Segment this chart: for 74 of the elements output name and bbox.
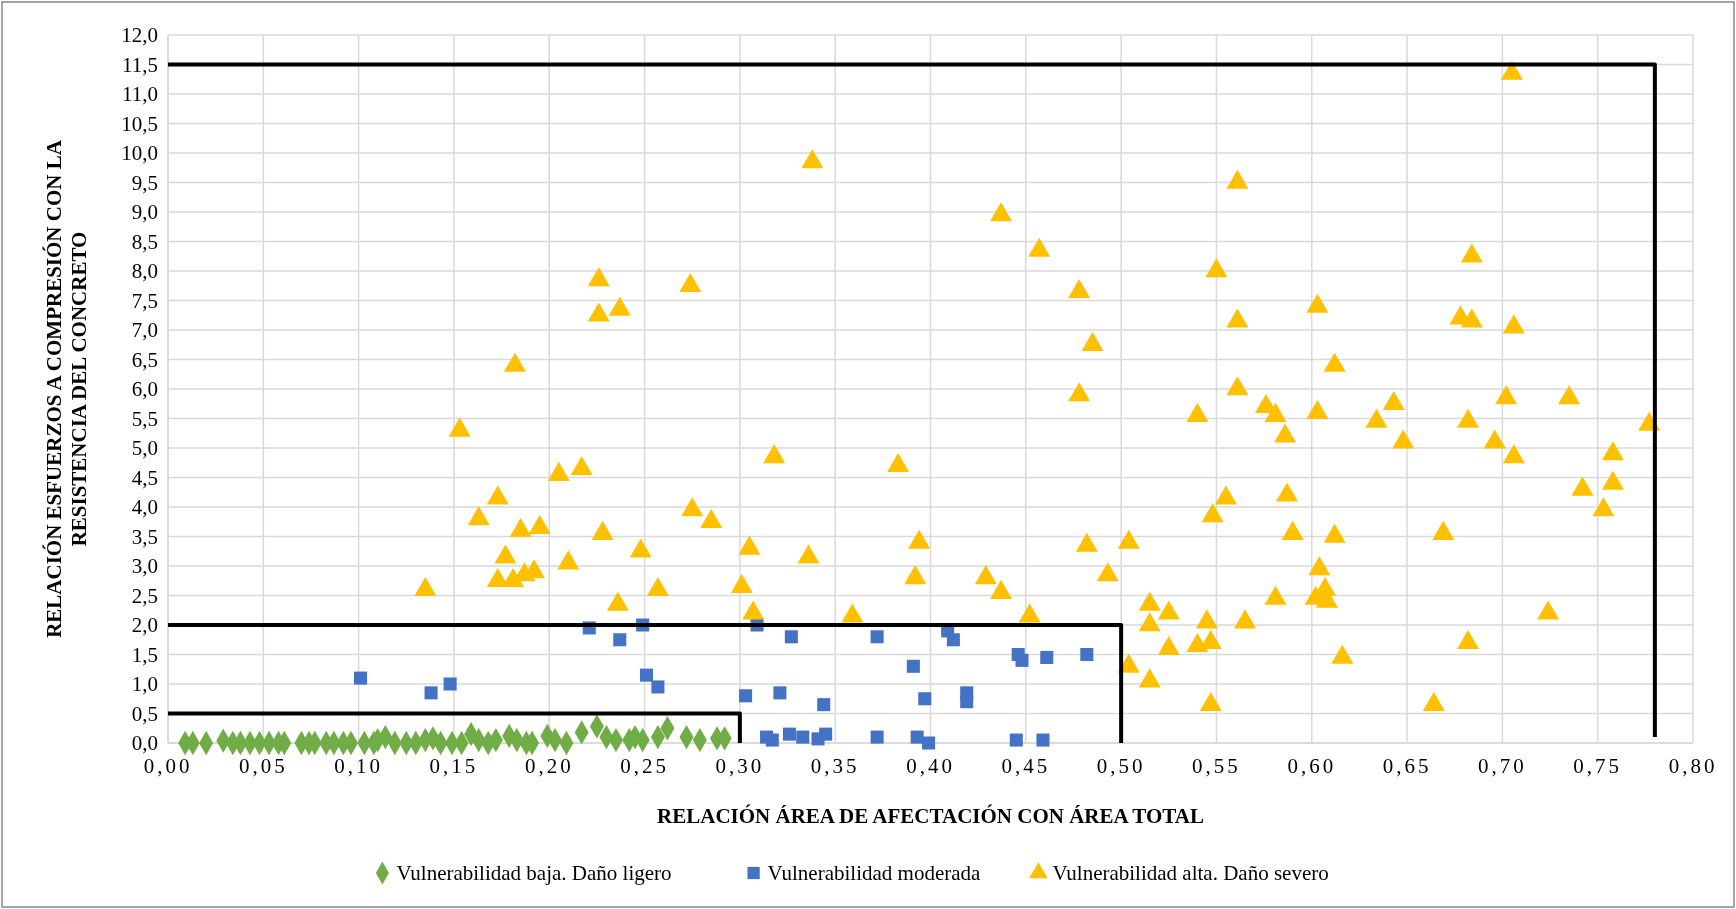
- point: [922, 736, 936, 750]
- x-tick-label: 0,45: [1001, 754, 1051, 778]
- point: [870, 730, 884, 744]
- y-tick-label: 8,5: [131, 229, 158, 254]
- y-tick-label: 4,0: [131, 495, 158, 520]
- x-tick-label: 0,15: [429, 754, 479, 778]
- y-tick-label: 5,5: [131, 406, 158, 431]
- x-tick-label: 0,40: [906, 754, 955, 778]
- x-tick-label: 0,65: [1382, 754, 1432, 778]
- x-tick-label: 0,70: [1478, 754, 1527, 778]
- point: [796, 730, 810, 744]
- point: [784, 630, 798, 644]
- y-tick-label: 10,0: [121, 141, 158, 166]
- point: [1080, 647, 1094, 662]
- y-tick-label: 4,5: [131, 465, 158, 490]
- point: [960, 695, 974, 709]
- x-tick-label: 0,05: [238, 754, 288, 778]
- y-tick-label: 7,5: [131, 288, 158, 313]
- point: [443, 677, 457, 691]
- y-tick-label: 11,0: [122, 82, 158, 107]
- point: [613, 633, 627, 647]
- legend-label: Vulnerabilidad baja. Daño ligero: [396, 861, 672, 886]
- x-tick-label: 0,30: [715, 754, 765, 778]
- y-tick-label: 6,5: [131, 347, 158, 372]
- point: [817, 698, 831, 712]
- point: [1009, 733, 1023, 747]
- legend-label: Vulnerabilidad moderada: [767, 861, 982, 886]
- y-tick-label: 3,0: [131, 554, 158, 579]
- point: [651, 680, 665, 694]
- point: [354, 671, 368, 685]
- point: [946, 633, 960, 647]
- x-tick-label: 0,55: [1192, 754, 1241, 778]
- point: [765, 733, 779, 747]
- point: [906, 659, 920, 673]
- point: [819, 727, 833, 741]
- point: [1040, 650, 1054, 664]
- point: [1015, 653, 1029, 667]
- y-tick-label: 2,0: [131, 613, 158, 638]
- x-axis-title: RELACIÓN ÁREA DE AFECTACIÓN CON ÁREA TOTAL: [657, 804, 1204, 828]
- point: [739, 689, 753, 703]
- y-tick-label: 7,0: [131, 318, 158, 343]
- x-tick-label: 0,00: [143, 754, 193, 778]
- point: [782, 727, 796, 741]
- point: [1036, 733, 1050, 747]
- point: [773, 686, 787, 700]
- point: [424, 686, 438, 700]
- y-axis-title: RELACIÓN ESFUERZOS A COMPRESIÓN CON LA RESISTENCIA DEL CONCRETO: [42, 139, 91, 638]
- y-tick-label: 8,0: [131, 259, 158, 284]
- point: [918, 692, 932, 706]
- x-tick-label: 0,25: [620, 754, 669, 778]
- y-tick-label: 9,0: [131, 200, 158, 225]
- y-tick-label: 3,5: [131, 524, 158, 549]
- y-tick-label: 12,0: [121, 23, 158, 48]
- point: [639, 668, 653, 682]
- x-tick-label: 0,10: [334, 754, 383, 778]
- y-tick-label: 11,5: [122, 52, 158, 77]
- point: [870, 630, 884, 644]
- x-tick-label: 0,75: [1573, 754, 1623, 778]
- x-tick-label: 0,20: [524, 754, 574, 778]
- y-tick-label: 2,5: [131, 583, 158, 608]
- x-tick-label: 0,80: [1668, 754, 1718, 778]
- y-tick-label: 10,5: [121, 111, 158, 136]
- y-tick-label: 5,0: [131, 436, 158, 461]
- x-tick-label: 0,60: [1287, 754, 1337, 778]
- y-tick-label: 1,5: [131, 642, 158, 667]
- point: [910, 730, 924, 744]
- y-tick-label: 1,0: [131, 672, 158, 697]
- legend-label: Vulnerabilidad alta. Daño severo: [1052, 861, 1329, 886]
- y-tick-label: 0,0: [131, 731, 158, 756]
- y-tick-label: 0,5: [131, 701, 158, 726]
- x-tick-label: 0,35: [810, 754, 860, 778]
- x-tick-label: 0,50: [1096, 754, 1146, 778]
- y-tick-label: 9,5: [131, 170, 158, 195]
- y-tick-label: 6,0: [131, 377, 158, 402]
